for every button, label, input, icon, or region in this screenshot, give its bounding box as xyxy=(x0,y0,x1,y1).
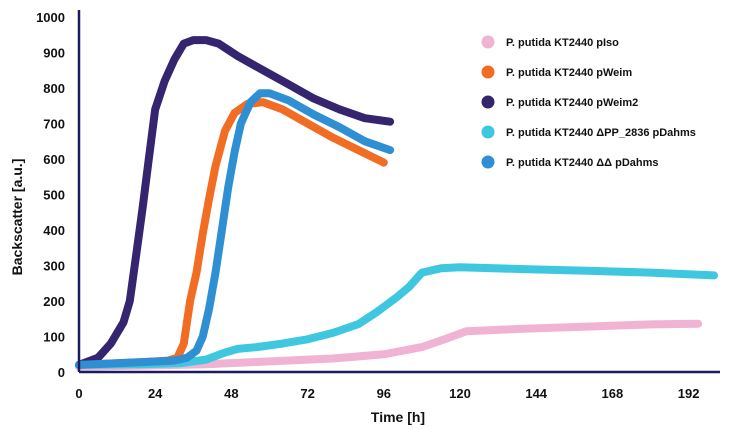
legend-label-1: P. putida KT2440 pIso xyxy=(506,37,619,49)
legend-label-4: P. putida KT2440 ΔPP_2836 pDahms xyxy=(506,127,696,139)
y-tick-label: 800 xyxy=(43,81,65,96)
legend: P. putida KT2440 pIso P. putida KT2440 pW… xyxy=(481,35,696,169)
series-line-3 xyxy=(75,36,395,369)
x-tick-label: 72 xyxy=(300,386,314,401)
x-tick-label: 192 xyxy=(678,386,700,401)
y-axis-title: Backscatter [a.u.] xyxy=(9,159,25,276)
legend-marker-2 xyxy=(481,65,495,79)
x-tick-label: 120 xyxy=(449,386,471,401)
y-tick-label: 100 xyxy=(43,330,65,345)
axes xyxy=(77,10,720,374)
x-axis-title: Time [h] xyxy=(371,409,425,425)
y-tick-label: 700 xyxy=(43,117,65,132)
legend-label-2: P. putida KT2440 pWeim xyxy=(506,67,632,79)
x-tick-label: 96 xyxy=(377,386,391,401)
y-tick-label: 200 xyxy=(43,294,65,309)
y-tick-label: 600 xyxy=(43,152,65,167)
legend-marker-4 xyxy=(481,125,495,139)
series-line-4 xyxy=(75,263,718,369)
y-tick-label: 400 xyxy=(43,223,65,238)
y-tick-label: 1000 xyxy=(36,10,65,25)
legend-label-3: P. putida KT2440 pWeim2 xyxy=(506,97,638,109)
tick-labels: 0 24 48 72 96 120 144 168 192 0 100 200 300 400 500 600… xyxy=(36,10,699,401)
x-tick-label: 0 xyxy=(75,386,82,401)
series-line-5 xyxy=(75,89,395,369)
y-tick-label: 300 xyxy=(43,259,65,274)
x-tick-label: 24 xyxy=(148,386,163,401)
x-tick-label: 144 xyxy=(525,386,547,401)
y-tick-label: 500 xyxy=(43,188,65,203)
legend-marker-1 xyxy=(481,35,495,49)
legend-marker-3 xyxy=(481,95,495,109)
x-tick-label: 168 xyxy=(602,386,624,401)
y-tick-label: 900 xyxy=(43,46,65,61)
series-layer xyxy=(75,36,718,371)
series-line-1 xyxy=(75,319,703,371)
legend-marker-5 xyxy=(481,155,495,169)
y-tick-label: 0 xyxy=(58,365,65,380)
legend-label-5: P. putida KT2440 ΔΔ pDahms xyxy=(506,157,659,169)
x-tick-label: 48 xyxy=(224,386,238,401)
